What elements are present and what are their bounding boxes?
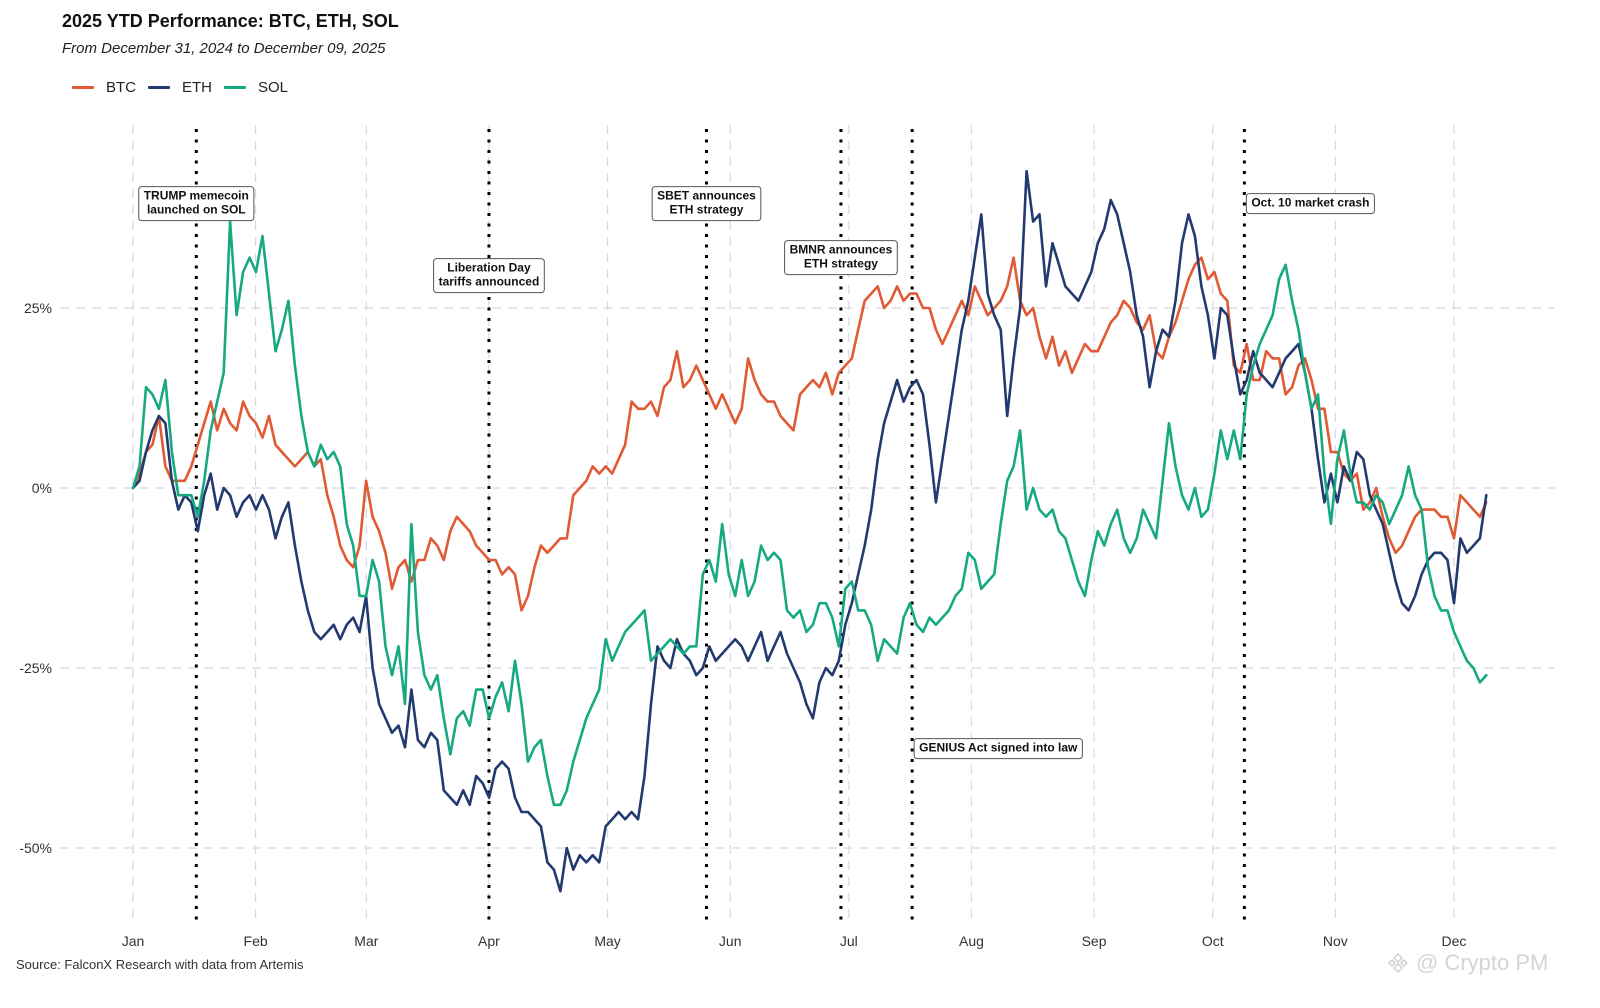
event-annotation-text: BMNR announces: [790, 243, 893, 257]
legend-swatch-eth: [148, 86, 170, 89]
x-tick-label: May: [594, 933, 620, 949]
x-tick-label: Aug: [959, 933, 984, 949]
legend: BTC ETH SOL: [72, 79, 300, 96]
legend-item-sol: SOL: [224, 79, 288, 96]
event-annotation-text: GENIUS Act signed into law: [919, 741, 1078, 755]
legend-swatch-sol: [224, 86, 246, 89]
event-annotation: Oct. 10 market crash: [1245, 193, 1375, 215]
x-tick-label: Apr: [478, 933, 500, 949]
axis-ticks: 25% 0% -25% -50% Jan Feb Mar Apr May Jun Jul Aug Sep…: [19, 300, 1466, 949]
series-line-btc: [131, 256, 1488, 612]
y-tick-label: -50%: [19, 840, 52, 856]
event-annotation-box: [138, 186, 255, 222]
x-tick-label: Mar: [354, 933, 378, 949]
watermark: @ Crypto PM: [1386, 950, 1548, 976]
event-annotation-text: launched on SOL: [147, 203, 246, 217]
x-tick-label: Oct: [1202, 933, 1224, 949]
x-tick-label: Nov: [1323, 933, 1348, 949]
event-annotation-text: Oct. 10 market crash: [1251, 196, 1369, 210]
x-tick-label: Jun: [719, 933, 742, 949]
chart-subtitle: From December 31, 2024 to December 09, 2…: [62, 40, 386, 57]
chart-title: 2025 YTD Performance: BTC, ETH, SOL: [62, 11, 399, 31]
legend-item-eth: ETH: [148, 79, 212, 96]
y-tick-label: -25%: [19, 660, 52, 676]
event-annotation-text: tariffs announced: [439, 275, 540, 289]
y-tick-label: 0%: [32, 480, 52, 496]
source-note: Source: FalconX Research with data from …: [16, 957, 304, 972]
event-annotation-box: [1245, 193, 1375, 215]
event-lines: [194, 129, 1246, 925]
legend-swatch-btc: [72, 86, 94, 89]
x-tick-label: Feb: [244, 933, 268, 949]
series-line-sol: [131, 220, 1488, 807]
event-annotation-text: SBET announces: [657, 189, 756, 203]
x-tick-label: Sep: [1082, 933, 1107, 949]
legend-label-eth: ETH: [182, 79, 212, 96]
x-tick-label: Jan: [122, 933, 145, 949]
event-annotation-text: ETH strategy: [669, 203, 743, 217]
event-annotation-box: [913, 738, 1083, 760]
legend-label-btc: BTC: [106, 79, 136, 96]
event-annotation-text: TRUMP memecoin: [144, 189, 249, 203]
x-tick-label: Dec: [1442, 933, 1467, 949]
event-annotation: GENIUS Act signed into law: [913, 738, 1083, 760]
event-annotation-box: [651, 186, 762, 222]
event-annotation-text: ETH strategy: [804, 257, 878, 271]
event-annotation-text: Liberation Day: [447, 261, 531, 275]
watermark-text: @ Crypto PM: [1416, 950, 1549, 975]
series-line-eth: [131, 169, 1488, 893]
legend-label-sol: SOL: [258, 79, 289, 96]
event-annotation-box: [784, 240, 898, 276]
legend-item-btc: BTC: [72, 79, 136, 96]
y-tick-label: 25%: [24, 300, 52, 316]
x-tick-label: Jul: [840, 933, 858, 949]
binance-logo-icon: [1387, 952, 1409, 974]
event-annotation-box: [433, 258, 545, 294]
series-lines: [131, 169, 1488, 893]
